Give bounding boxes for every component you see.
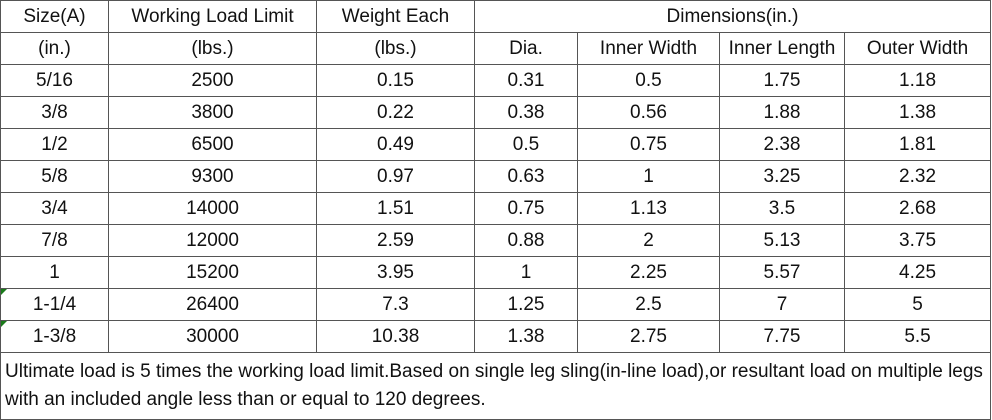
cell-dia: 1.25 [474,288,578,321]
cell-weight: 7.3 [316,288,475,321]
cell-inner-length: 3.25 [719,160,845,193]
cell-outer-width: 1.81 [843,128,992,161]
cell-size: 7/8 [0,224,109,257]
cell-inner-length: 7 [719,288,845,321]
table-row: 3/8 3800 0.22 0.38 0.56 1.88 1.38 [0,96,992,129]
cell-dia: 1 [474,256,578,289]
cell-size: 3/4 [0,192,109,225]
cell-inner-width: 0.75 [577,128,720,161]
cell-dia: 1.38 [474,320,578,353]
cell-wll: 26400 [108,288,317,321]
cell-weight: 0.97 [316,160,475,193]
cell-wll: 2500 [108,64,317,97]
table-row: 7/8 12000 2.59 0.88 2 5.13 3.75 [0,224,992,257]
cell-dia: 0.88 [474,224,578,257]
cell-outer-width: 2.68 [843,192,992,225]
cell-size: 1/2 [0,128,109,161]
cell-weight: 1.51 [316,192,475,225]
header-size-unit: (in.) [0,32,109,65]
cell-inner-length: 1.88 [719,96,845,129]
cell-weight: 0.49 [316,128,475,161]
table-row: 1/2 6500 0.49 0.5 0.75 2.38 1.81 [0,128,992,161]
table-row: 1-3/8 30000 10.38 1.38 2.75 7.75 5.5 [0,320,992,353]
table-row: 1 15200 3.95 1 2.25 5.57 4.25 [0,256,992,289]
table-row: 5/8 9300 0.97 0.63 1 3.25 2.32 [0,160,992,193]
cell-outer-width: 4.25 [843,256,992,289]
header-weight-each: Weight Each [316,0,475,33]
header-working-load-limit: Working Load Limit [108,0,317,33]
cell-weight: 10.38 [316,320,475,353]
cell-wll: 15200 [108,256,317,289]
cell-inner-width: 0.56 [577,96,720,129]
cell-dia: 0.5 [474,128,578,161]
cell-outer-width: 1.18 [843,64,992,97]
cell-wll: 3800 [108,96,317,129]
cell-inner-length: 5.57 [719,256,845,289]
cell-dia: 0.75 [474,192,578,225]
cell-inner-width: 1.13 [577,192,720,225]
cell-inner-width: 2.25 [577,256,720,289]
cell-wll: 9300 [108,160,317,193]
cell-weight: 0.15 [316,64,475,97]
cell-inner-width: 2 [577,224,720,257]
cell-inner-width: 2.75 [577,320,720,353]
cell-wll: 30000 [108,320,317,353]
header-inner-width: Inner Width [577,32,720,65]
cell-outer-width: 1.38 [843,96,992,129]
header-outer-width: Outer Width [843,32,992,65]
cell-inner-length: 3.5 [719,192,845,225]
footnote-text: Ultimate load is 5 times the working loa… [0,352,992,420]
table-row: 1-1/4 26400 7.3 1.25 2.5 7 5 [0,288,992,321]
footnote-row: Ultimate load is 5 times the working loa… [0,352,992,420]
cell-inner-length: 1.75 [719,64,845,97]
header-dia: Dia. [474,32,578,65]
cell-wll: 12000 [108,224,317,257]
cell-size: 5/16 [0,64,109,97]
cell-outer-width: 5 [843,288,992,321]
cell-inner-width: 2.5 [577,288,720,321]
cell-size: 5/8 [0,160,109,193]
cell-size: 1-1/4 [0,288,109,321]
header-wll-unit: (lbs.) [108,32,317,65]
cell-outer-width: 5.5 [843,320,992,353]
cell-inner-width: 0.5 [577,64,720,97]
table-row: 5/16 2500 0.15 0.31 0.5 1.75 1.18 [0,64,992,97]
cell-inner-length: 2.38 [719,128,845,161]
cell-dia: 0.63 [474,160,578,193]
header-row-2: (in.) (lbs.) (lbs.) Dia. Inner Width Inn… [0,32,992,65]
cell-size: 1-3/8 [0,320,109,353]
cell-weight: 0.22 [316,96,475,129]
cell-inner-width: 1 [577,160,720,193]
cell-inner-length: 5.13 [719,224,845,257]
cell-weight: 2.59 [316,224,475,257]
header-size: Size(A) [0,0,109,33]
table-row: 3/4 14000 1.51 0.75 1.13 3.5 2.68 [0,192,992,225]
cell-outer-width: 2.32 [843,160,992,193]
cell-wll: 6500 [108,128,317,161]
cell-inner-length: 7.75 [719,320,845,353]
header-row-1: Size(A) Working Load Limit Weight Each D… [0,0,992,33]
cell-wll: 14000 [108,192,317,225]
header-dimensions: Dimensions(in.) [473,0,992,33]
header-weight-unit: (lbs.) [316,32,475,65]
cell-dia: 0.38 [474,96,578,129]
header-inner-length: Inner Length [719,32,845,65]
cell-size: 3/8 [0,96,109,129]
cell-weight: 3.95 [316,256,475,289]
cell-dia: 0.31 [474,64,578,97]
cell-size: 1 [0,256,109,289]
cell-outer-width: 3.75 [843,224,992,257]
